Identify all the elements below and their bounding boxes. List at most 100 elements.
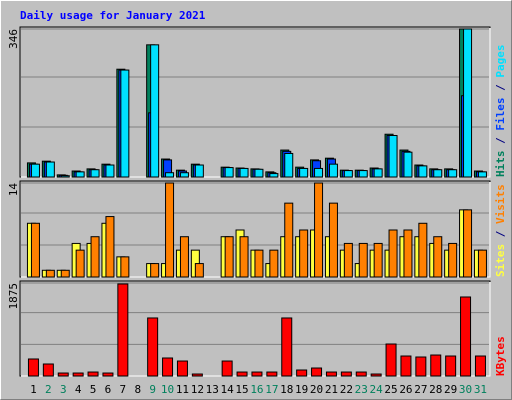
legend-entry: Pages [494,45,507,78]
bar [176,360,188,377]
legend-entry: Files [494,98,507,131]
legend: Sites / Visits [494,184,507,277]
x-tick-label: 19 [295,383,308,396]
bar [370,373,382,377]
bar [311,367,323,377]
x-tick-label: 9 [149,383,156,396]
bar [105,216,115,278]
bar [30,163,40,178]
x-tick-label: 27 [414,383,427,396]
bar [355,371,367,377]
bar [388,229,398,278]
x-tick-label: 11 [176,383,189,396]
bar [477,249,487,278]
bar [385,343,397,377]
x-tick-label: 3 [60,383,67,396]
bar [102,372,114,377]
bar [358,170,368,178]
bar [60,269,70,278]
x-tick-label: 10 [161,383,174,396]
x-tick-label: 2 [45,383,52,396]
x-tick-label: 5 [90,383,97,396]
bar [191,373,203,377]
x-tick-label: 20 [310,383,323,396]
bar [254,249,264,278]
bar [239,167,249,178]
bar [314,182,324,278]
legend-separator: / [494,78,507,98]
bar [281,317,293,377]
bar [448,242,458,278]
bar [343,170,353,178]
x-tick-label: 16 [250,383,263,396]
bar [299,229,309,278]
bar [269,173,279,178]
bar [30,222,40,278]
legend-entry: KBytes [494,336,507,376]
bar [418,165,428,178]
bar [325,371,337,377]
x-tick-label: 8 [134,383,141,396]
bar [72,372,84,377]
x-tick-label: 25 [384,383,397,396]
bar [194,164,204,178]
bar [165,182,175,278]
legend-separator: / [494,224,507,244]
bar [358,242,368,278]
bar [87,371,99,377]
bar [120,69,130,178]
x-tick-label: 14 [221,383,235,396]
x-tick-label: 17 [265,383,278,396]
bar [27,358,39,377]
bar [340,371,352,377]
legend-entry: Hits [494,151,507,178]
bar [373,242,383,278]
bar [343,242,353,278]
bar [45,269,55,278]
bar [179,172,189,178]
x-tick-label: 7 [120,383,127,396]
bar [266,371,278,377]
bar [117,283,129,377]
legend-separator: / [494,131,507,151]
x-tick-label: 21 [325,383,338,396]
legend: Hits / Files / Pages [494,45,507,178]
bar [403,151,413,178]
x-tick-label: 1 [30,383,37,396]
x-tick-label: 31 [474,383,487,396]
bar [60,175,70,178]
bar [463,209,473,278]
x-tick-label: 26 [399,383,412,396]
bar [328,163,338,178]
bar [477,171,487,178]
x-tick-label: 29 [444,383,457,396]
x-tick-label: 30 [459,383,472,396]
bar [403,229,413,278]
bar [105,164,115,178]
x-tick-label: 23 [355,383,368,396]
bar [474,355,486,377]
bar [45,161,55,178]
x-tick-label: 15 [235,383,248,396]
bar [418,222,428,278]
bar [57,372,69,377]
bar [373,168,383,178]
bar [400,355,412,377]
bar [415,356,427,377]
bar [328,202,338,278]
bar [42,363,54,377]
bar [90,236,100,278]
bar [147,317,159,377]
x-tick-label: 24 [370,383,384,396]
bar [162,357,174,377]
bar [224,167,234,178]
panel [19,26,491,178]
bar [314,167,324,178]
bar [463,28,473,178]
bar [194,263,204,278]
bar [430,354,442,377]
bar [299,167,309,178]
x-tick-label: 6 [105,383,112,396]
y-tick-label: 346 [7,29,20,49]
